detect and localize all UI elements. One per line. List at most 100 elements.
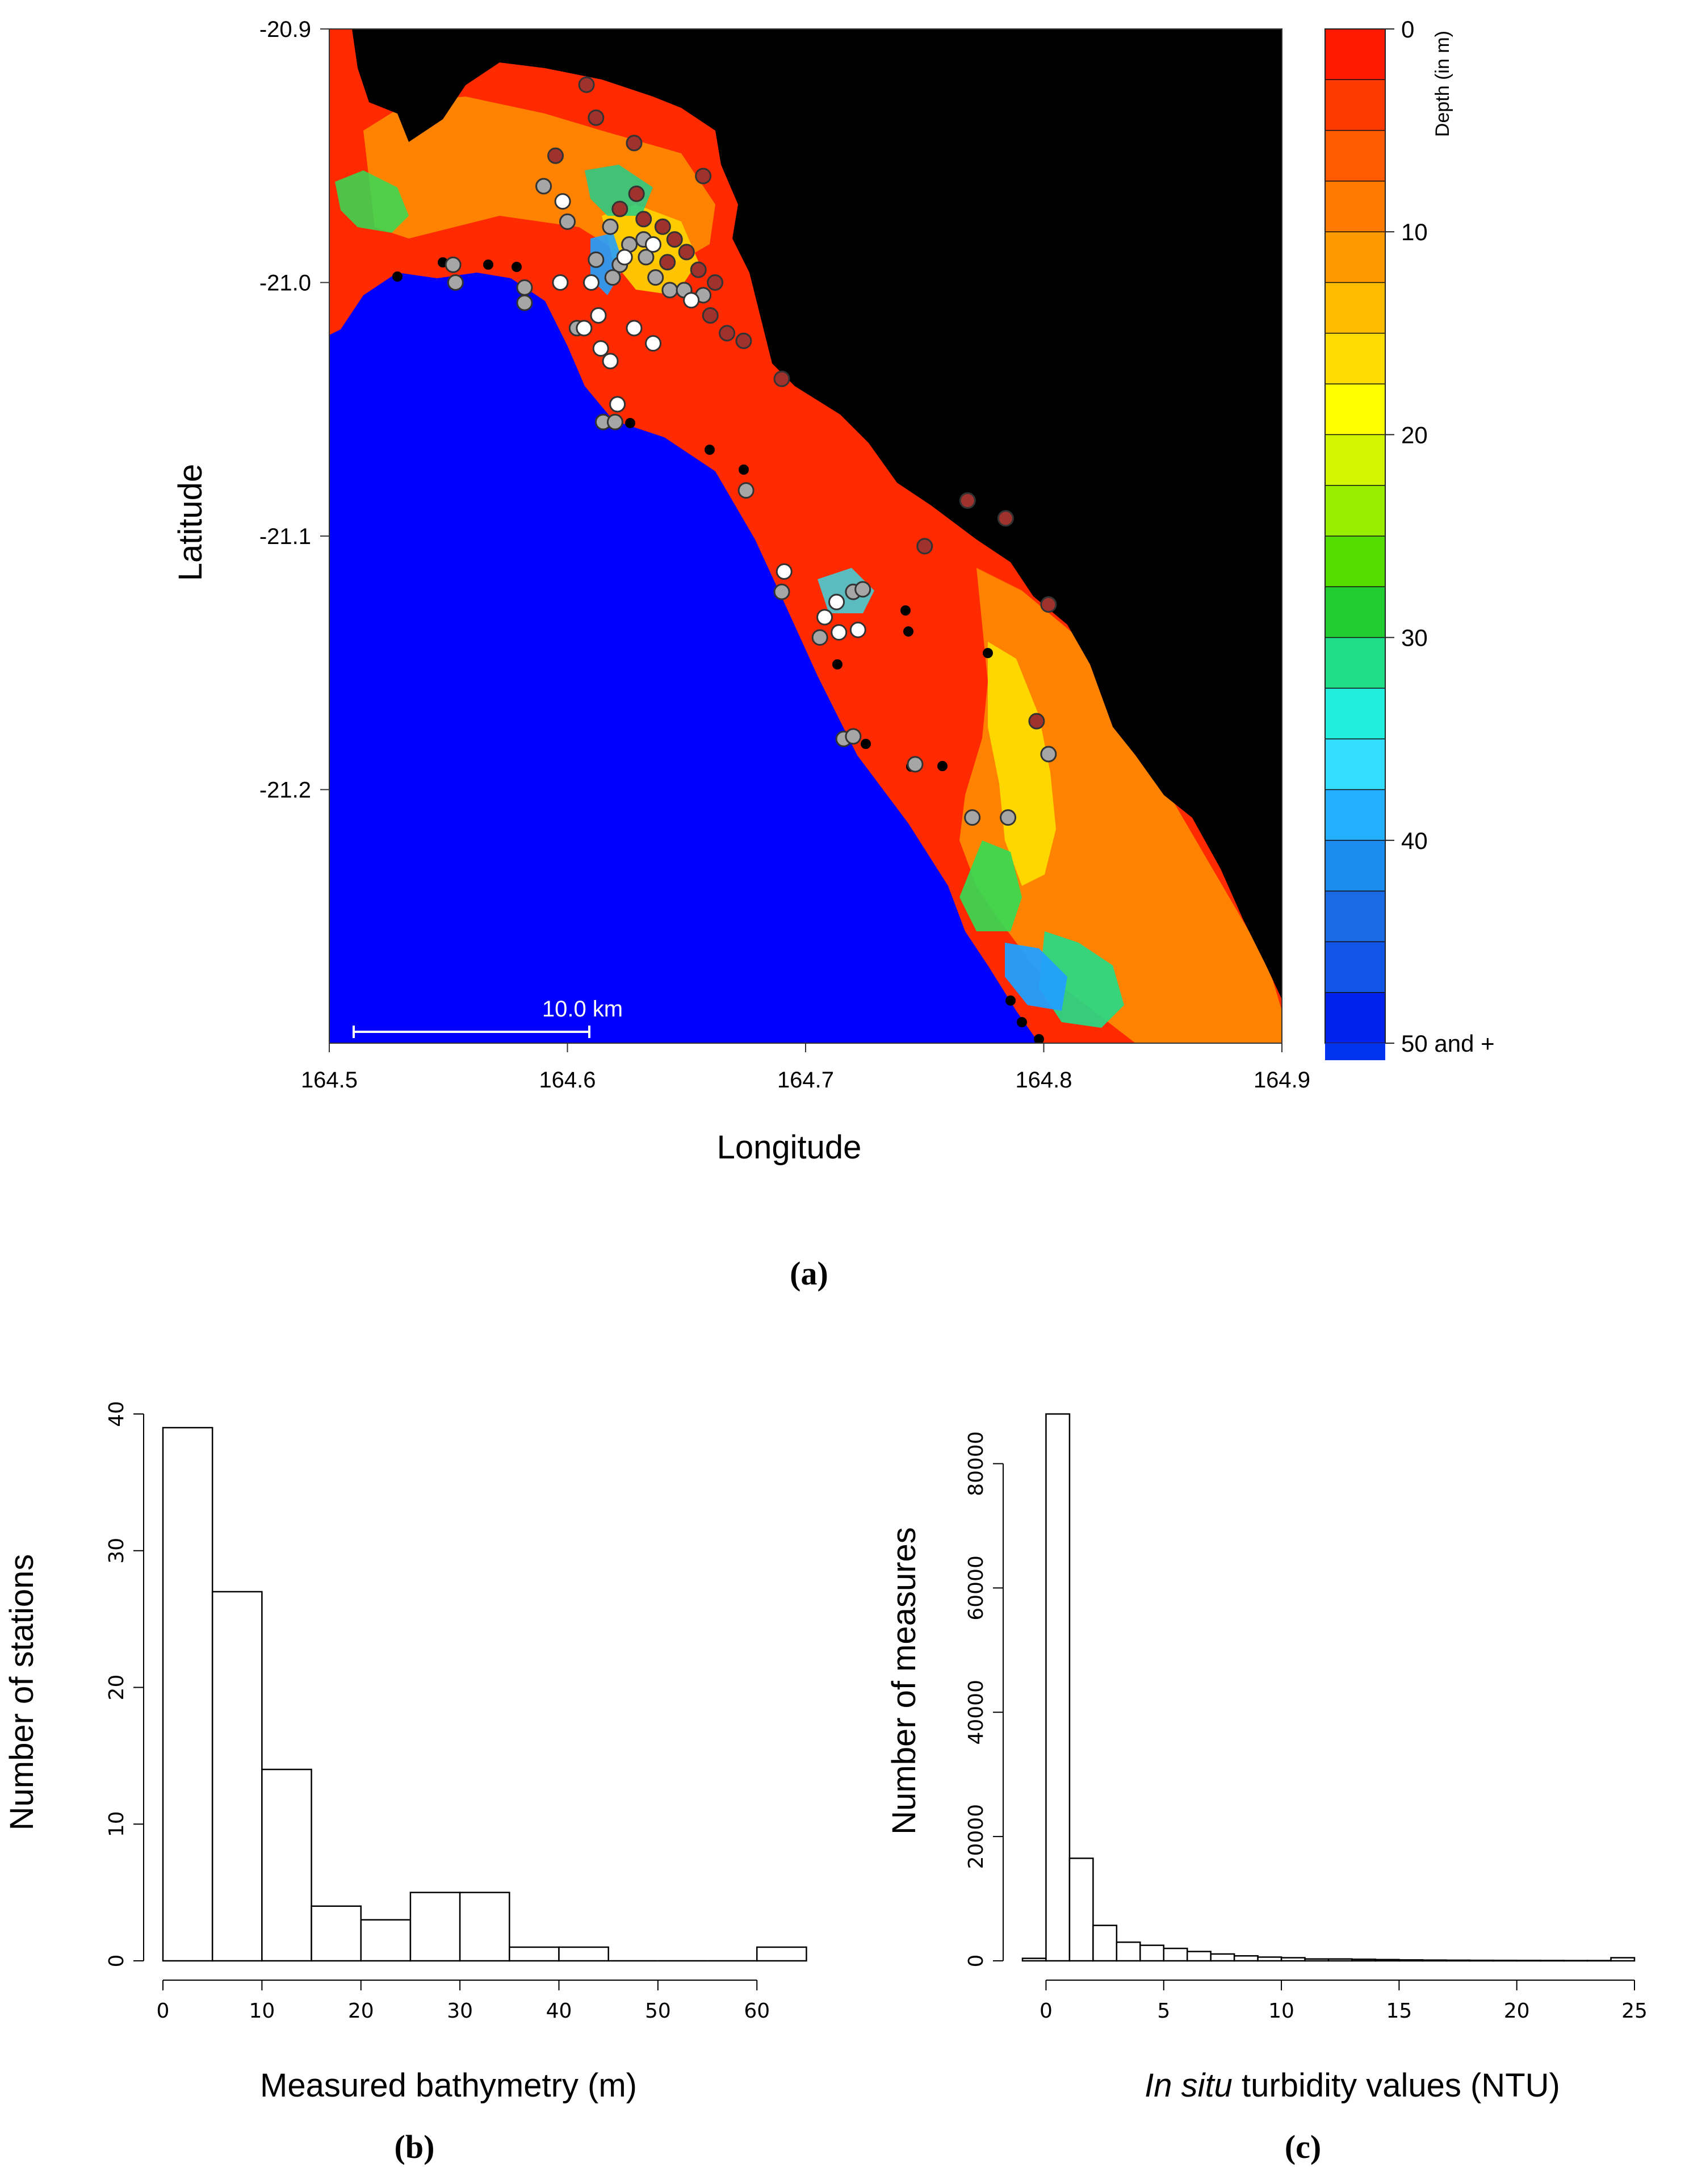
panel-label-c: (c) (1285, 2128, 1321, 2165)
station-marker-grey (516, 294, 533, 311)
map-x-tick-label: 164.6 (539, 1068, 596, 1093)
histogram-bar (1280, 1957, 1306, 1962)
histogram-bar (1186, 1951, 1212, 1962)
station-marker-dark (654, 218, 671, 235)
colorbar-cell (1325, 384, 1385, 436)
station-marker-dark (773, 370, 790, 387)
station-marker-dark (707, 274, 724, 291)
y-axis-tick-label: 40 (105, 1401, 128, 1427)
x-axis-tick-label: 0 (1039, 1999, 1053, 2023)
station-marker-grey (647, 269, 664, 286)
histogram-bar (1163, 1947, 1188, 1962)
colorbar-cell (1325, 232, 1385, 283)
histogram-c-x-axis-title: In situ turbidity values (NTU) (1145, 2067, 1560, 2104)
histogram-bar (1257, 1956, 1282, 1962)
station-marker-dark (702, 307, 719, 324)
colorbar-cell (1325, 333, 1385, 385)
scale-bar-label: 10.0 km (542, 997, 623, 1022)
colorbar-tick-label: 0 (1401, 16, 1414, 43)
station-marker-white (602, 353, 619, 370)
histogram-c-y-axis-title: Number of measures (886, 1527, 923, 1835)
station-marker-grey (602, 218, 619, 235)
depth-zone-orange-south (959, 568, 1282, 1043)
station-marker-grey (445, 256, 462, 273)
histogram-bar (1516, 1960, 1541, 1962)
histogram-bar (1045, 1413, 1071, 1962)
station-marker-grey (559, 213, 576, 230)
map-x-tick-label: 164.5 (301, 1068, 358, 1093)
histogram-c-bars (1021, 1413, 1636, 1962)
histogram-bar (1398, 1959, 1424, 1962)
histogram-bar (1469, 1959, 1494, 1962)
station-marker-dark (578, 76, 595, 93)
histogram-c: 0 5 10 15 20 25 0 20000 40000 60000 80000 In situ… (886, 1413, 1648, 2165)
station-marker-grey (604, 269, 621, 286)
station-marker-white (828, 593, 845, 610)
histogram-bar (1610, 1957, 1636, 1962)
colorbar-cell (1325, 485, 1385, 537)
map-y-tick-label: -20.9 (259, 17, 311, 42)
station-marker-dark (678, 244, 695, 261)
station-marker-grey (854, 581, 871, 598)
histogram-bar (1116, 1941, 1141, 1962)
x-axis-tick-label: 30 (447, 1999, 473, 2023)
histogram-bar (1539, 1960, 1565, 1962)
station-marker-grey (588, 251, 605, 268)
x-axis-tick-label: 10 (1268, 1999, 1294, 2023)
station-marker-white (552, 274, 569, 291)
colorbar: 0 10 20 30 40 50 and + Depth (in m) (1324, 16, 1495, 1060)
map-x-axis-title: Longitude (717, 1129, 862, 1166)
station-marker-white (831, 624, 848, 641)
station-marker-white (849, 621, 866, 638)
y-axis-tick-label: 0 (105, 1955, 128, 1968)
colorbar-cell (1325, 637, 1385, 689)
map-y-tick-label: -21.1 (259, 524, 311, 549)
station-marker-dark (719, 325, 736, 342)
histogram-bar (261, 1768, 312, 1962)
map-y-axis: -20.9 -21.0 -21.1 -21.2 (259, 17, 329, 803)
histogram-bar (311, 1905, 362, 1962)
colorbar-cell (1325, 587, 1385, 638)
colorbar-cells (1324, 28, 1386, 1044)
colorbar-cell (1325, 434, 1385, 486)
histogram-bar (1445, 1959, 1471, 1962)
station-marker-grey (638, 249, 655, 266)
station-marker-dark (626, 135, 643, 152)
station-marker-white (582, 274, 600, 291)
coastal-rocks (392, 257, 1044, 1043)
map-x-tick-label: 164.7 (777, 1068, 834, 1093)
station-marker-white (592, 340, 609, 357)
colorbar-cell (1325, 739, 1385, 790)
map-x-tick-label: 164.8 (1015, 1068, 1072, 1093)
map-y-axis-title: Latitude (172, 464, 209, 581)
x-axis-tick-label: 20 (1504, 1999, 1530, 2023)
histogram-b-y-axis-title: Number of stations (3, 1554, 40, 1831)
station-marker-white (626, 320, 643, 337)
histogram-b-bars (162, 1426, 807, 1962)
histogram-bar (1422, 1959, 1447, 1962)
histogram-bar (211, 1591, 263, 1962)
histogram-b-x-axis-title: Measured bathymetry (m) (260, 2067, 637, 2104)
station-marker-grey (811, 629, 828, 646)
colorbar-cell (1325, 80, 1385, 131)
histogram-bar (1374, 1959, 1400, 1962)
colorbar-cell (1325, 992, 1385, 1044)
y-axis-tick-label: 80000 (965, 1431, 988, 1496)
station-marker-white (816, 609, 833, 626)
histogram-c-x-axis-title-rest: turbidity values (NTU) (1233, 2067, 1560, 2104)
colorbar-cell (1325, 840, 1385, 892)
x-axis-tick-label: 25 (1621, 1999, 1648, 2023)
station-marker-grey (845, 728, 862, 745)
depth-zone-green-north (335, 170, 409, 233)
colorbar-deep-cap (1325, 1043, 1385, 1060)
histogram-c-y-axis: 0 20000 40000 60000 80000 (965, 1431, 1004, 1968)
y-axis-tick-label: 0 (965, 1955, 988, 1968)
colorbar-cell (1325, 536, 1385, 588)
station-marker-dark (690, 261, 707, 278)
x-axis-tick-label: 60 (744, 1999, 770, 2023)
colorbar-cell (1325, 688, 1385, 740)
depth-zone-green-north-2 (585, 165, 653, 216)
histogram-bar (1351, 1959, 1377, 1962)
map-x-axis: 164.5 164.6 164.7 164.8 164.9 (301, 1043, 1310, 1093)
station-marker-dark (1040, 596, 1057, 613)
